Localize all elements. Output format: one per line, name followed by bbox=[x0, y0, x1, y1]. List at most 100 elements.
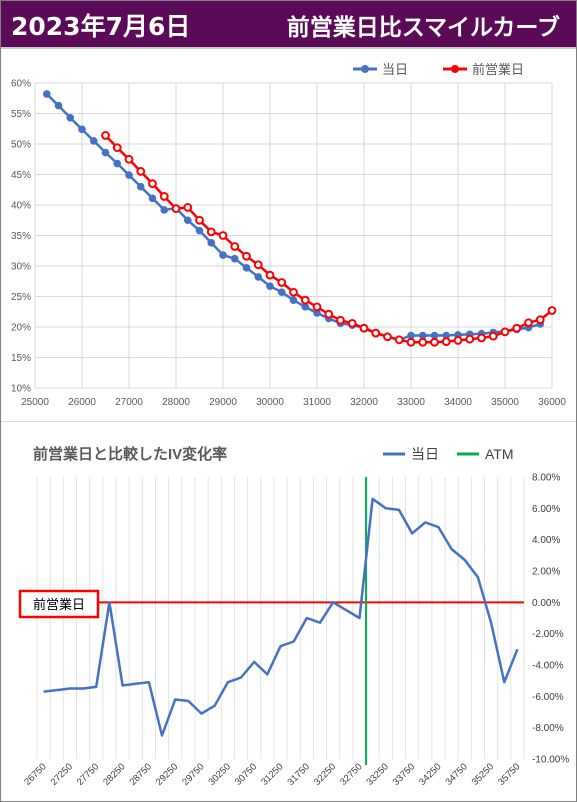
chart2-y-tick-label: 2.00% bbox=[532, 567, 560, 578]
chart2-x-tick-label: 33250 bbox=[364, 761, 390, 787]
chart1-y-tick-label: 25% bbox=[11, 292, 31, 303]
series-prev-point bbox=[500, 327, 510, 337]
chart2-x-tick-label: 29250 bbox=[154, 761, 180, 787]
chart1-x-tick-label: 36000 bbox=[538, 397, 566, 408]
chart-divider bbox=[1, 421, 576, 422]
chart2-x-tick-label: 32750 bbox=[338, 761, 364, 787]
chart2-x-tick-label: 31750 bbox=[285, 761, 311, 787]
chart2-y-tick-label: 4.00% bbox=[532, 535, 560, 546]
baseline-callout-box bbox=[18, 589, 100, 619]
chart2-y-tick-label: 8.00% bbox=[532, 473, 560, 484]
series-today-point bbox=[148, 194, 157, 203]
chart1-y-tick-label: 20% bbox=[11, 323, 31, 334]
series-prev-point bbox=[289, 287, 298, 297]
series-prev-point bbox=[441, 337, 451, 347]
series-today-point bbox=[301, 303, 310, 311]
chart2-x-tick-labels: 26750 27250 27750 28250 28750 29250 29750 30250… bbox=[22, 761, 522, 787]
series-today-point bbox=[89, 137, 98, 145]
chart1-x-tick-label: 26000 bbox=[68, 397, 96, 408]
series-prev-point bbox=[195, 215, 204, 225]
series-today-point bbox=[125, 171, 133, 179]
series-today-point bbox=[136, 182, 145, 191]
baseline-callout: 前営業日 bbox=[18, 589, 100, 619]
series-today-point bbox=[442, 331, 451, 340]
chart2-x-tick-label: 35750 bbox=[496, 761, 522, 787]
chart2-y-tick-labels: 8.00% 6.00% 4.00% 2.00% 0.00% -2.00% -4.00% -6.… bbox=[532, 473, 569, 766]
series-prev-point bbox=[159, 192, 169, 201]
series-prev-point bbox=[512, 323, 522, 333]
series-prev-point bbox=[265, 270, 275, 280]
series-prev-point bbox=[418, 337, 428, 347]
series-prev-point bbox=[535, 315, 545, 325]
baseline-callout-label: 前営業日 bbox=[33, 597, 85, 612]
series-prev-point bbox=[253, 260, 263, 270]
legend-prev-label: 前営業日 bbox=[472, 62, 524, 77]
chart1-y-tick-label: 15% bbox=[11, 353, 31, 364]
series-today-point bbox=[407, 331, 415, 340]
series-prev-point bbox=[242, 251, 251, 261]
chart1-y-tick-label: 60% bbox=[11, 79, 31, 90]
chart2-x-tick-label: 28750 bbox=[128, 761, 154, 787]
chart2-x-tick-label: 31250 bbox=[259, 761, 285, 787]
chart2-x-tick-label: 30750 bbox=[233, 761, 259, 787]
series-prev-point bbox=[430, 337, 439, 347]
chart1-x-tick-label: 33000 bbox=[397, 397, 425, 408]
chart2-legend: 当日 ATM bbox=[383, 446, 514, 462]
series-prev-point bbox=[336, 315, 345, 325]
series-prev-point bbox=[206, 227, 216, 237]
chart1-legend: 当日 前営業日 bbox=[353, 62, 524, 77]
series-today-point bbox=[66, 113, 75, 122]
chart2-x-tick-label: 26750 bbox=[22, 761, 48, 787]
series-prev-point bbox=[136, 167, 146, 176]
chart2-x-tick-label: 32250 bbox=[312, 761, 338, 787]
series-today-point bbox=[254, 273, 263, 281]
header-title: 前営業日比スマイルカーブ bbox=[286, 15, 560, 41]
legend-today-label: 当日 bbox=[382, 62, 408, 77]
chart1-y-tick-label: 55% bbox=[11, 109, 31, 120]
chart1-y-tick-label: 45% bbox=[11, 170, 31, 181]
chart1-series bbox=[42, 90, 557, 347]
series-today-point bbox=[430, 331, 439, 340]
series-prev-point bbox=[347, 318, 357, 328]
series-today-point bbox=[219, 251, 227, 259]
series-prev-point bbox=[312, 302, 322, 312]
chart2-x-tick-label: 34750 bbox=[443, 761, 469, 787]
chart1-x-tick-label: 30000 bbox=[256, 397, 284, 408]
chart1-y-tick-label: 35% bbox=[11, 231, 31, 242]
series-prev-point bbox=[371, 328, 381, 338]
legend-today2-label: 当日 bbox=[411, 446, 439, 462]
chart2-y-tick-label: -2.00% bbox=[532, 629, 564, 640]
series-prev-point bbox=[524, 318, 533, 328]
series-prev-point bbox=[101, 131, 110, 140]
chart1-x-tick-label: 28000 bbox=[162, 397, 190, 408]
series-prev-point bbox=[406, 337, 416, 347]
series-today-point bbox=[160, 206, 169, 214]
chart2-x-tick-label: 35250 bbox=[470, 761, 496, 787]
chart1-x-tick-label: 25000 bbox=[21, 397, 49, 408]
chart2-y-tick-label: 6.00% bbox=[532, 504, 560, 515]
chart1-x-tick-label: 35000 bbox=[491, 397, 519, 408]
series-today-point bbox=[42, 90, 51, 98]
series-today-point bbox=[78, 125, 86, 134]
series-today-point bbox=[195, 226, 204, 235]
chart1-y-tick-label: 30% bbox=[11, 262, 31, 273]
series-prev-point bbox=[383, 332, 392, 342]
series-prev-point bbox=[124, 154, 134, 164]
series-prev-point bbox=[218, 231, 228, 240]
header-date: 2023年7月6日 bbox=[11, 12, 191, 41]
chart2-x-tick-label: 27250 bbox=[49, 761, 75, 787]
chart1-x-tick-label: 31000 bbox=[303, 397, 331, 408]
series-today-point bbox=[418, 331, 427, 340]
series-prev-point bbox=[324, 309, 334, 319]
series-prev-point bbox=[112, 143, 122, 153]
series-prev-point bbox=[277, 278, 287, 287]
series-today-point bbox=[289, 296, 298, 304]
series-prev-point bbox=[477, 333, 486, 343]
series-today-point bbox=[207, 239, 216, 247]
chart1-y-tick-label: 10% bbox=[11, 384, 31, 395]
series-prev-point bbox=[465, 334, 475, 344]
chart1-y-tick-label: 40% bbox=[11, 201, 31, 212]
series-prev-point bbox=[183, 203, 193, 212]
chart2-y-tick-label: -4.00% bbox=[532, 661, 564, 672]
